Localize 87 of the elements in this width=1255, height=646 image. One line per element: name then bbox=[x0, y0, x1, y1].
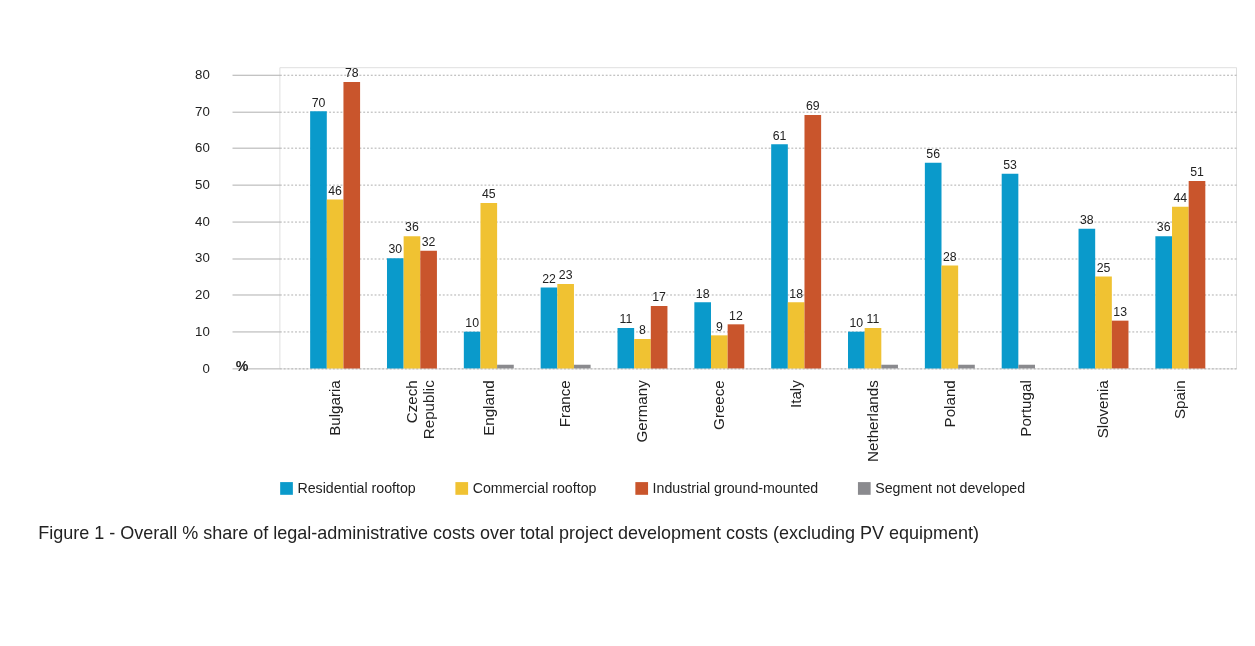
legend-label: Commercial rooftop bbox=[472, 480, 597, 497]
bar bbox=[463, 331, 481, 369]
data-label: 13 bbox=[1113, 304, 1128, 319]
data-label: 18 bbox=[695, 286, 710, 301]
x-tick-label: Czech Republic bbox=[402, 379, 437, 440]
data-label: 36 bbox=[1156, 220, 1171, 235]
bar bbox=[650, 305, 668, 369]
bar bbox=[617, 328, 635, 369]
bar bbox=[694, 302, 711, 369]
x-tick-label: Portugal bbox=[1017, 380, 1035, 437]
data-label: 11 bbox=[866, 312, 880, 327]
data-label: 38 bbox=[1080, 213, 1094, 228]
bar bbox=[848, 331, 865, 369]
data-label: 70 bbox=[311, 95, 326, 110]
y-tick-label: 80 bbox=[195, 66, 210, 82]
data-label: 46 bbox=[328, 183, 343, 198]
x-tick-label: England bbox=[479, 380, 497, 436]
bar bbox=[310, 111, 327, 369]
data-label: 44 bbox=[1173, 191, 1188, 206]
data-label: 23 bbox=[558, 268, 573, 283]
data-label: 32 bbox=[421, 235, 436, 250]
y-tick-label: 0 bbox=[202, 360, 210, 376]
data-label: 8 bbox=[639, 323, 647, 338]
data-label: 61 bbox=[772, 128, 787, 143]
bar bbox=[727, 324, 745, 369]
y-tick-label: 20 bbox=[195, 287, 210, 303]
legend-label: Industrial ground-mounted bbox=[652, 480, 819, 497]
data-label: 45 bbox=[481, 187, 496, 202]
bar bbox=[634, 339, 651, 369]
bar bbox=[710, 335, 728, 369]
data-label: 17 bbox=[652, 290, 667, 305]
bar bbox=[864, 328, 882, 369]
bar bbox=[540, 287, 558, 369]
data-label: 18 bbox=[789, 286, 804, 301]
x-tick-label: Germany bbox=[633, 379, 651, 443]
bar bbox=[557, 283, 574, 369]
legend-label: Segment not developed bbox=[875, 480, 1026, 497]
bar bbox=[804, 114, 822, 369]
x-tick-label: Bulgaria bbox=[325, 379, 343, 436]
data-label: 12 bbox=[729, 308, 743, 323]
bar bbox=[1078, 228, 1096, 369]
bar bbox=[941, 265, 959, 369]
x-tick-label: Slovenia bbox=[1094, 379, 1112, 439]
data-label: 9 bbox=[715, 319, 723, 334]
data-label: 30 bbox=[388, 242, 403, 257]
bar bbox=[1188, 181, 1206, 369]
y-tick-label: 60 bbox=[195, 140, 210, 156]
data-label: 53 bbox=[1003, 157, 1018, 172]
y-axis-title: % bbox=[235, 357, 249, 374]
text: Figure 1 - Overall % share of legal-administrative costs over total project development costs (excluding PV equipment) bbox=[38, 522, 979, 543]
bar bbox=[343, 81, 361, 369]
x-tick-label: Netherlands bbox=[863, 379, 881, 462]
data-label: 10 bbox=[849, 315, 864, 330]
x-tick-label: Greece bbox=[710, 380, 728, 430]
data-label: 36 bbox=[405, 220, 419, 235]
y-tick-label: 50 bbox=[195, 177, 210, 193]
data-label: 11 bbox=[619, 312, 633, 327]
bar bbox=[771, 144, 788, 369]
data-label: 78 bbox=[344, 66, 359, 81]
bar bbox=[1095, 276, 1112, 369]
bar bbox=[1172, 206, 1189, 369]
y-tick-label: 30 bbox=[195, 250, 210, 266]
x-tick-label: France bbox=[556, 380, 574, 428]
y-tick-label: 10 bbox=[195, 323, 210, 339]
x-tick-label: Poland bbox=[940, 380, 958, 428]
bar bbox=[403, 236, 421, 369]
y-tick-label: 70 bbox=[195, 103, 210, 119]
bar bbox=[1001, 173, 1019, 369]
bar bbox=[924, 162, 942, 369]
y-tick-label: 40 bbox=[195, 213, 210, 229]
data-label: 69 bbox=[805, 99, 820, 114]
data-label: 28 bbox=[942, 249, 957, 264]
data-label: 25 bbox=[1096, 260, 1111, 275]
x-tick-label: Italy bbox=[786, 379, 804, 409]
bar bbox=[420, 250, 437, 369]
bar bbox=[480, 203, 498, 369]
data-label: 10 bbox=[465, 315, 480, 330]
bar bbox=[1111, 320, 1129, 369]
bar bbox=[386, 258, 404, 369]
bar bbox=[326, 199, 344, 369]
x-tick-label: Spain bbox=[1171, 380, 1189, 419]
data-label: 51 bbox=[1190, 165, 1204, 180]
data-label: 56 bbox=[926, 146, 941, 161]
bar bbox=[1155, 236, 1173, 369]
bar bbox=[787, 302, 805, 369]
legend-label: Residential rooftop bbox=[297, 480, 416, 497]
data-label: 22 bbox=[542, 271, 556, 286]
